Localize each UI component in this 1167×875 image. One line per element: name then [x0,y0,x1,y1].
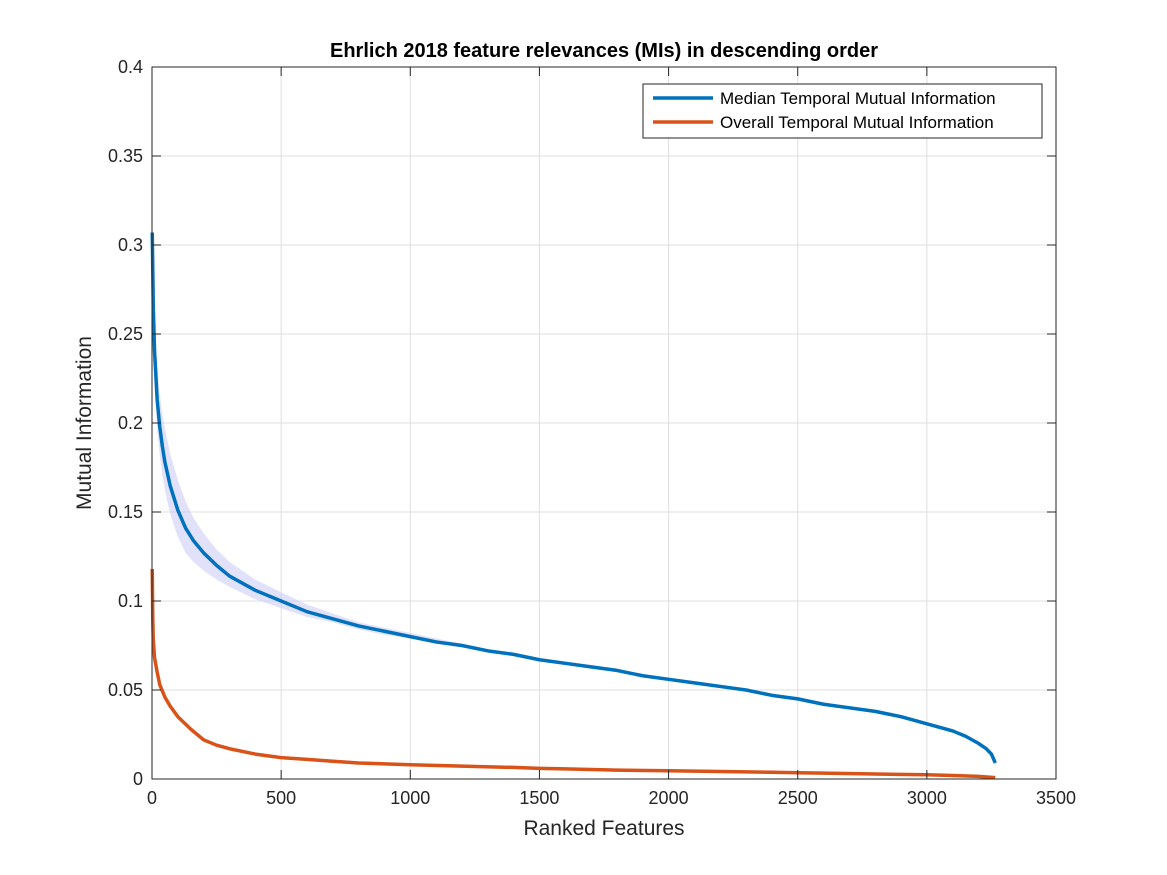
median-confidence-band [152,227,996,765]
median-temporal-mi-line [150,232,997,764]
x-tick-label: 1000 [390,788,430,808]
chart-title: Ehrlich 2018 feature relevances (MIs) in… [330,40,878,62]
y-tick-label: 0.15 [108,502,143,522]
confidence-band [152,227,996,765]
x-tick-label: 1500 [519,788,559,808]
x-tick-label: 0 [147,788,157,808]
y-tick-label: 0.1 [118,591,143,611]
x-tick-label: 2000 [649,788,689,808]
x-tick-label: 500 [266,788,296,808]
legend-label-median: Median Temporal Mutual Information [720,89,996,108]
overall-temporal-mi-line [150,568,996,780]
ticks [151,66,1057,780]
legend-label-overall: Overall Temporal Mutual Information [720,113,994,132]
legend: Median Temporal Mutual Information Overa… [642,83,1043,139]
y-axis-label: Mutual Information [73,336,96,510]
y-tick-label: 0.35 [108,146,143,166]
x-axis-label: Ranked Features [523,817,684,840]
y-tick-labels: 0 0.05 0.1 0.15 0.2 0.25 0.3 0.35 0.4 [108,57,143,789]
y-tick-label: 0.3 [118,235,143,255]
legend-box [642,83,1043,139]
x-tick-label: 3000 [907,788,947,808]
y-tick-label: 0.25 [108,324,143,344]
y-tick-label: 0 [133,769,143,789]
x-tick-label: 3500 [1036,788,1076,808]
x-tick-label: 2500 [778,788,818,808]
y-tick-label: 0.05 [108,680,143,700]
x-tick-labels: 0 500 1000 1500 2000 2500 3000 3500 [147,788,1076,808]
y-tick-label: 0.4 [118,57,143,77]
y-tick-label: 0.2 [118,413,143,433]
series-lines [150,232,997,780]
